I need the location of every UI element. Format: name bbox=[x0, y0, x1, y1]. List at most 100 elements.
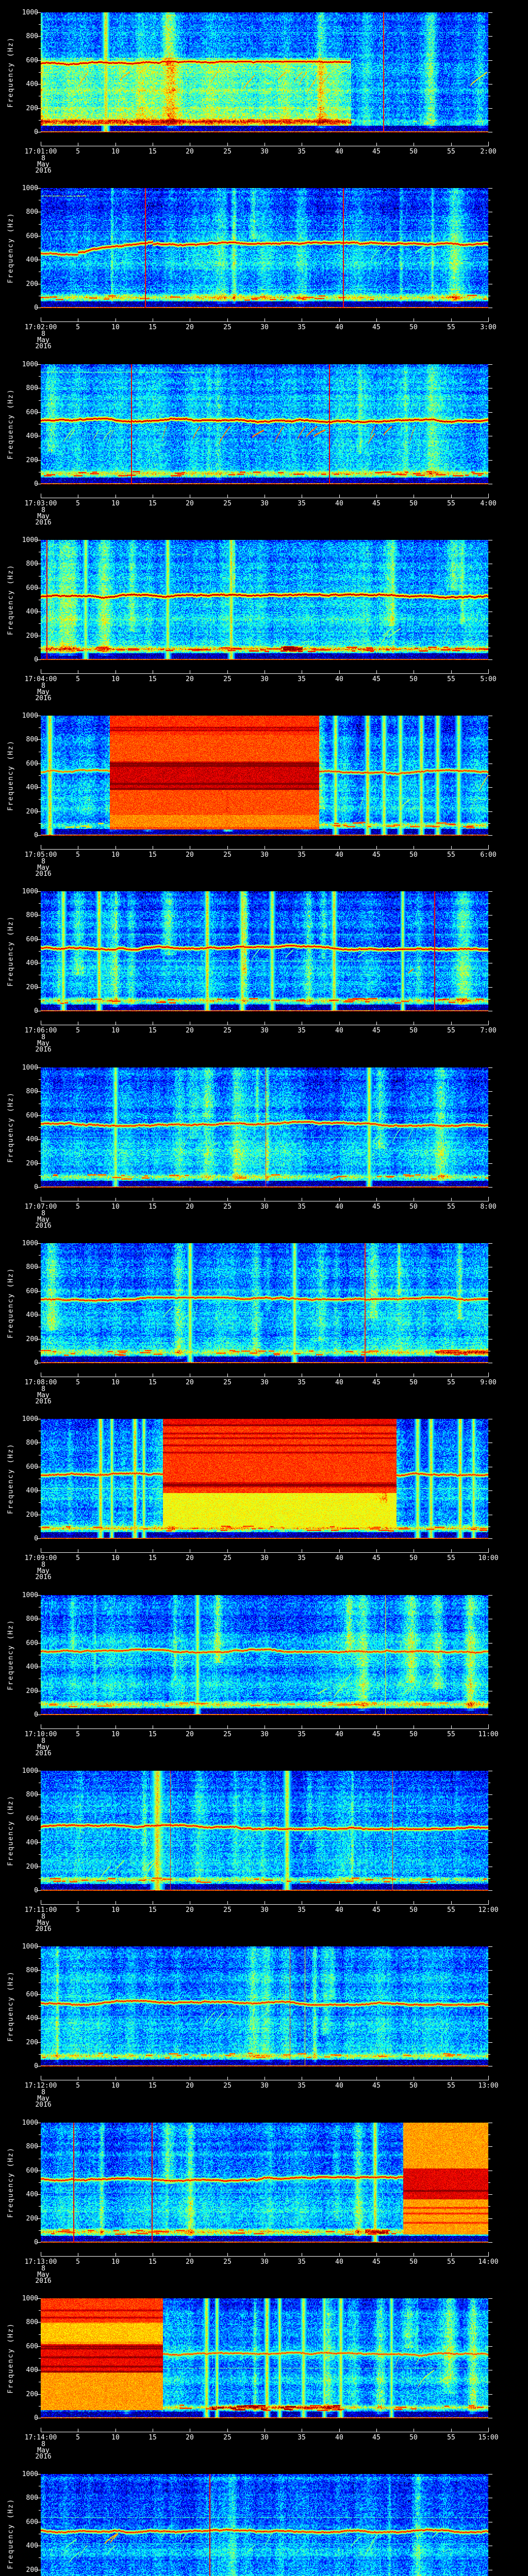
x-start-time-label: 17:07:00 bbox=[24, 1203, 57, 1211]
spectrogram-panel: Frequency (Hz)02004006008001000510152025… bbox=[0, 2462, 528, 2576]
y-tick bbox=[37, 2218, 41, 2219]
x-tick-label: 10 bbox=[111, 1906, 120, 1914]
x-end-time-label: 6:00 bbox=[480, 851, 497, 859]
spectrogram-canvas bbox=[41, 1419, 488, 1539]
x-tick-label: 30 bbox=[260, 324, 269, 331]
y-tick-label: 400 bbox=[26, 256, 38, 264]
y-tick-label: 0 bbox=[34, 2239, 38, 2246]
date-year-label: 2016 bbox=[35, 694, 52, 702]
y-tick-label: 200 bbox=[26, 984, 38, 991]
x-tick bbox=[227, 2253, 228, 2256]
y-minor-tick bbox=[39, 927, 41, 928]
date-day-label: 8 bbox=[41, 155, 45, 162]
x-tick-label: 50 bbox=[409, 1731, 418, 1738]
x-tick-label: 10 bbox=[111, 2258, 120, 2266]
y-tick bbox=[37, 60, 41, 61]
x-tick-label: 30 bbox=[260, 148, 269, 156]
y-tick-label: 800 bbox=[26, 32, 38, 40]
date-year-label: 2016 bbox=[35, 870, 52, 878]
x-tick bbox=[488, 2076, 489, 2080]
y-tick-label: 800 bbox=[26, 1791, 38, 1799]
x-tick bbox=[451, 2253, 452, 2256]
y-tick bbox=[37, 659, 41, 660]
x-tick-label: 40 bbox=[335, 2434, 343, 2442]
x-tick-label: 55 bbox=[447, 1731, 455, 1738]
x-tick-label: 25 bbox=[223, 2434, 232, 2442]
y-minor-tick bbox=[39, 903, 41, 904]
y-tick-label: 1000 bbox=[22, 184, 38, 192]
x-tick-label: 30 bbox=[260, 1203, 269, 1211]
y-tick-label: 200 bbox=[26, 2039, 38, 2046]
y-tick bbox=[488, 1243, 492, 1244]
x-tick-label: 30 bbox=[260, 851, 269, 859]
y-tick bbox=[488, 1091, 492, 1092]
y-tick bbox=[488, 787, 492, 788]
y-axis-title: Frequency (Hz) bbox=[7, 212, 15, 283]
y-tick-label: 1000 bbox=[22, 1240, 38, 1247]
x-tick-label: 50 bbox=[409, 1906, 418, 1914]
y-tick bbox=[37, 188, 41, 189]
y-tick-label: 200 bbox=[26, 280, 38, 288]
x-tick-label: 30 bbox=[260, 2258, 269, 2266]
x-tick-label: 45 bbox=[372, 1203, 381, 1211]
date-month-label: May bbox=[37, 513, 50, 520]
y-tick bbox=[488, 1994, 492, 1995]
y-axis-title: Frequency (Hz) bbox=[7, 388, 15, 460]
x-tick-label: 55 bbox=[447, 2082, 455, 2090]
x-tick-label: 25 bbox=[223, 148, 232, 156]
y-tick bbox=[37, 1187, 41, 1188]
y-tick-label: 600 bbox=[26, 409, 38, 416]
x-tick-label: 40 bbox=[335, 2258, 343, 2266]
x-tick bbox=[227, 2077, 228, 2080]
y-tick-label: 0 bbox=[34, 2414, 38, 2422]
y-tick bbox=[37, 2394, 41, 2395]
y-tick bbox=[488, 460, 492, 461]
x-tick bbox=[339, 670, 340, 673]
x-tick-label: 35 bbox=[298, 1906, 306, 1914]
y-tick-label: 200 bbox=[26, 456, 38, 464]
x-tick-label: 30 bbox=[260, 1379, 269, 1386]
x-tick-label: 50 bbox=[409, 2434, 418, 2442]
x-tick bbox=[227, 1549, 228, 1552]
y-minor-tick bbox=[488, 1958, 490, 1959]
x-tick bbox=[488, 494, 489, 498]
y-minor-tick bbox=[488, 376, 490, 377]
x-tick-label: 5 bbox=[76, 1554, 80, 1562]
y-tick-label: 600 bbox=[26, 57, 38, 64]
y-tick bbox=[488, 2242, 492, 2243]
x-start-time-label: 17:05:00 bbox=[24, 851, 57, 859]
x-tick-label: 40 bbox=[335, 1906, 343, 1914]
x-tick-label: 35 bbox=[298, 1027, 306, 1035]
x-tick-label: 45 bbox=[372, 1379, 381, 1386]
y-minor-tick bbox=[488, 2334, 490, 2335]
y-tick bbox=[488, 36, 492, 37]
x-tick-label: 15 bbox=[148, 2082, 157, 2090]
x-tick bbox=[488, 1372, 489, 1377]
y-tick bbox=[488, 915, 492, 916]
x-tick-label: 55 bbox=[447, 1203, 455, 1211]
y-tick bbox=[488, 2346, 492, 2347]
y-tick bbox=[488, 987, 492, 988]
x-tick-label: 35 bbox=[298, 324, 306, 331]
x-tick-label: 25 bbox=[223, 1203, 232, 1211]
x-start-time-label: 17:01:00 bbox=[24, 148, 57, 156]
date-year-label: 2016 bbox=[35, 1398, 52, 1405]
x-tick-label: 25 bbox=[223, 500, 232, 507]
x-tick-label: 5 bbox=[76, 2258, 80, 2266]
y-axis-title: Frequency (Hz) bbox=[7, 916, 15, 987]
y-minor-tick bbox=[39, 120, 41, 121]
date-day-label: 8 bbox=[41, 330, 45, 338]
y-tick bbox=[488, 2146, 492, 2147]
x-axis-line bbox=[41, 1904, 489, 1905]
y-tick bbox=[37, 1115, 41, 1116]
x-tick bbox=[227, 1725, 228, 1728]
y-minor-tick bbox=[488, 1175, 490, 1176]
y-tick-label: 400 bbox=[26, 80, 38, 88]
y-minor-tick bbox=[39, 2182, 41, 2183]
x-tick-label: 45 bbox=[372, 148, 381, 156]
y-tick bbox=[488, 1890, 492, 1891]
y-tick bbox=[37, 460, 41, 461]
y-tick-label: 400 bbox=[26, 1311, 38, 1319]
